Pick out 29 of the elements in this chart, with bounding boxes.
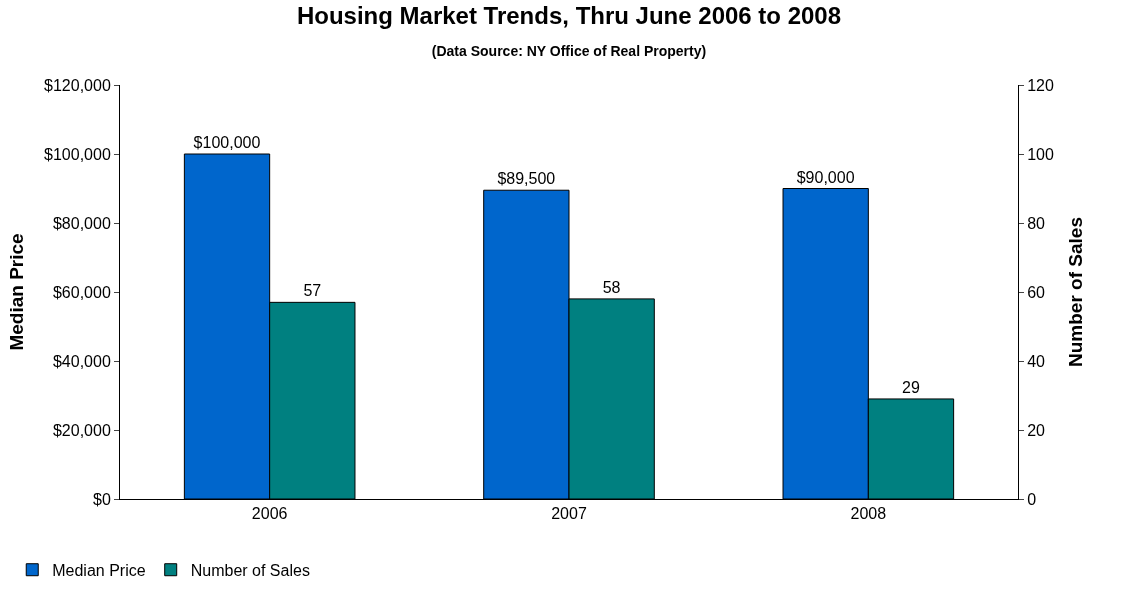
data-label: $100,000 <box>193 134 261 151</box>
y-tick-label: $0 <box>93 490 111 508</box>
y2-axis-title: Number of Sales <box>1064 217 1086 367</box>
y-tick-label: $20,000 <box>52 421 111 439</box>
x-tick-label: 2008 <box>850 505 887 523</box>
y-tick-label: $80,000 <box>52 214 111 232</box>
y2-tick-label: 40 <box>1027 352 1046 370</box>
y2-tick-label: 120 <box>1027 76 1054 94</box>
y2-tick-label: 60 <box>1027 283 1046 301</box>
data-label: $90,000 <box>796 168 855 186</box>
data-label: $89,500 <box>497 170 556 188</box>
chart-subtitle: (Data Source: NY Office of Real Property) <box>431 42 707 59</box>
y-tick-label: $100,000 <box>44 145 111 163</box>
legend-label: Median Price <box>52 561 146 579</box>
y2-tick-label: 100 <box>1027 145 1054 163</box>
x-tick-label: 2006 <box>251 505 288 523</box>
y-tick-label: $120,000 <box>44 76 111 94</box>
y2-tick-label: 80 <box>1027 214 1046 232</box>
y2-tick-label: 0 <box>1027 490 1037 508</box>
chart-title: Housing Market Trends, Thru June 2006 to 2008 <box>296 2 842 30</box>
y-axis-title: Median Price <box>5 233 27 351</box>
y-tick-label: $60,000 <box>52 283 111 301</box>
data-label: 57 <box>303 282 322 300</box>
legend-label: Number of Sales <box>190 561 310 579</box>
y-tick-label: $40,000 <box>52 352 111 370</box>
y2-tick-label: 20 <box>1027 421 1046 439</box>
x-tick-label: 2007 <box>551 505 587 523</box>
data-label: 29 <box>902 378 920 396</box>
data-label: 58 <box>602 278 621 296</box>
